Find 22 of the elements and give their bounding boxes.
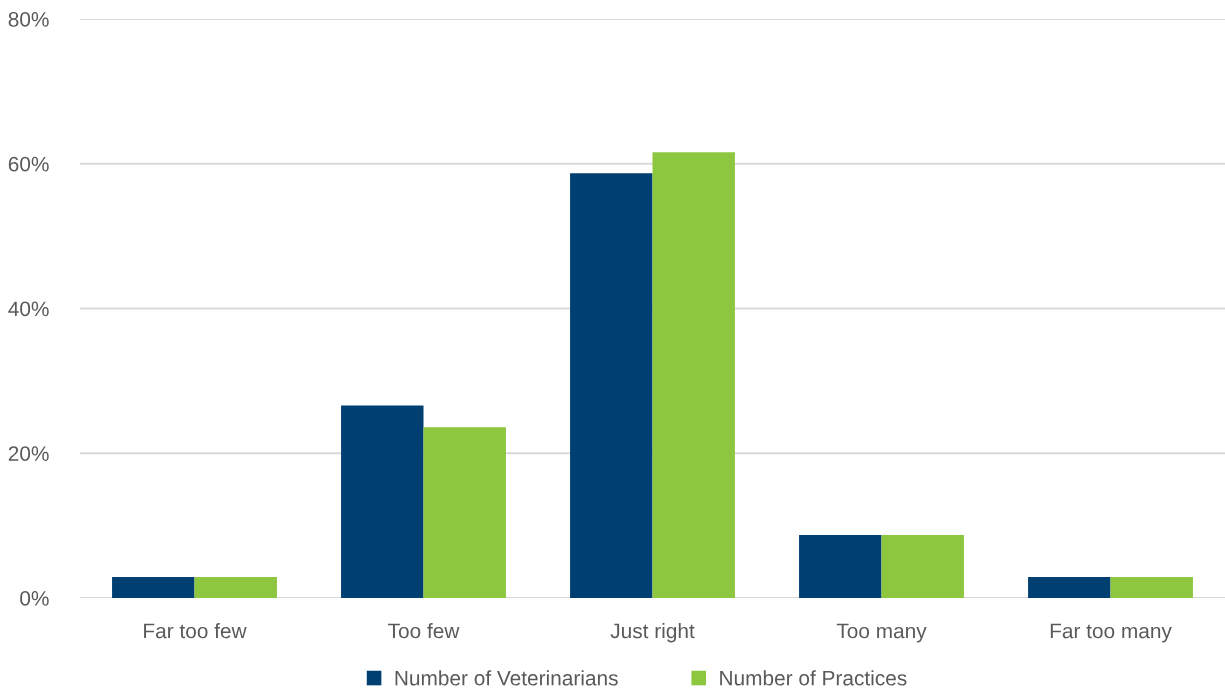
y-tick-label: 0% bbox=[20, 591, 49, 606]
bar bbox=[881, 535, 964, 598]
bar bbox=[423, 427, 506, 598]
bar bbox=[652, 152, 735, 598]
y-tick-label: 60% bbox=[8, 156, 49, 172]
bar bbox=[194, 577, 277, 598]
bar bbox=[1028, 577, 1111, 598]
y-tick-label: 20% bbox=[8, 446, 49, 461]
legend-label: Number of Veterinarians bbox=[395, 670, 618, 686]
y-tick-label: 40% bbox=[8, 301, 49, 317]
x-tick-label: Too many bbox=[836, 623, 927, 643]
bar bbox=[112, 577, 195, 598]
y-tick-label: 80% bbox=[8, 12, 49, 27]
x-tick-label: Just right bbox=[610, 623, 695, 643]
bar bbox=[341, 405, 424, 598]
bar bbox=[1110, 577, 1193, 598]
bar bbox=[570, 173, 653, 598]
legend-label: Number of Practices bbox=[720, 670, 907, 686]
x-tick-label: Too few bbox=[388, 623, 460, 639]
bar bbox=[799, 535, 882, 598]
x-tick-label: Far too many bbox=[1050, 623, 1172, 643]
x-tick-label: Far too few bbox=[144, 623, 247, 639]
